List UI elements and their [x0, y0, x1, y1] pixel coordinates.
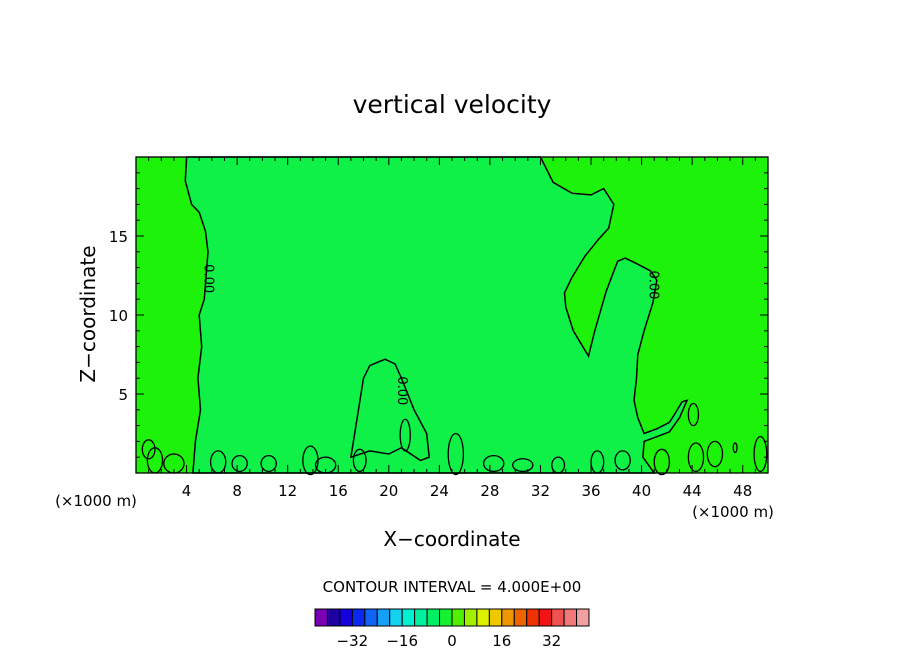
colorbar-swatch — [426, 608, 441, 627]
colorbar-swatch — [401, 608, 416, 627]
colorbar-tick-label: −16 — [386, 632, 418, 650]
positive-region-contour — [184, 156, 689, 474]
small-contour — [687, 402, 700, 427]
colorbar-swatch — [364, 608, 378, 627]
y-tick-label: 5 — [118, 386, 128, 404]
small-contour — [653, 448, 671, 476]
contour-label: 0.00 — [394, 376, 409, 405]
small-contour — [231, 454, 248, 473]
colorbar-swatch — [326, 608, 341, 627]
x-tick-label: 24 — [430, 482, 449, 500]
colorbar-swatch — [339, 608, 353, 627]
x-axis-label: X−coordinate — [383, 527, 520, 551]
x-tick-label: 44 — [683, 482, 702, 500]
small-contour — [260, 454, 277, 473]
colorbar-swatch — [513, 608, 528, 627]
x-tick-label: 48 — [733, 482, 752, 500]
x-tick-label: 36 — [581, 482, 600, 500]
colorbar-swatch — [439, 608, 453, 627]
small-contour — [732, 442, 738, 454]
colorbar-swatch — [451, 608, 465, 627]
colorbar-swatch — [476, 608, 490, 627]
colorbar: −32 −16 0 16 32 — [314, 608, 590, 650]
y-axis-label: Z−coordinate — [76, 245, 100, 382]
colorbar-swatch — [551, 608, 565, 627]
y-tick-label: 15 — [109, 228, 128, 246]
colorbar-swatch — [488, 608, 503, 627]
colorbar-swatch — [463, 608, 478, 627]
small-contour — [141, 439, 156, 460]
x-tick-label: 8 — [232, 482, 242, 500]
x-tick-label: 28 — [480, 482, 499, 500]
x-tick-label: 20 — [379, 482, 398, 500]
x-tick-label: 16 — [329, 482, 348, 500]
small-contour — [614, 450, 631, 471]
colorbar-swatch — [314, 608, 328, 627]
colorbar-tick-label: 16 — [492, 632, 511, 650]
colorbar-swatch — [351, 608, 366, 627]
colorbar-swatch — [389, 608, 403, 627]
small-contour — [753, 436, 768, 473]
colorbar-swatch — [414, 608, 428, 627]
x-tick-label: 40 — [632, 482, 651, 500]
colorbar-swatch — [526, 608, 540, 627]
small-contour — [706, 440, 724, 468]
contour-label: 0.00 — [645, 271, 660, 300]
bump-region-contour — [349, 358, 431, 462]
colorbar-tick-label: −32 — [337, 632, 369, 650]
chart-title: vertical velocity — [353, 90, 552, 119]
small-contour — [352, 448, 367, 473]
contour-label: 0.00 — [201, 264, 216, 293]
small-contour — [687, 442, 705, 473]
colorbar-swatch — [501, 608, 515, 627]
colorbar-tick-label: 32 — [542, 632, 561, 650]
colorbar-swatch — [376, 608, 391, 627]
colorbar-swatch — [576, 608, 590, 627]
x-tick-label: 4 — [182, 482, 192, 500]
x-tick-label: 12 — [278, 482, 297, 500]
small-contour — [482, 454, 505, 473]
small-contour — [512, 458, 534, 473]
x-tick-label: 32 — [531, 482, 550, 500]
colorbar-tick-label: 0 — [447, 632, 457, 650]
colorbar-swatch — [538, 608, 553, 627]
small-contour — [447, 432, 465, 476]
y-tick-label: 10 — [109, 307, 128, 325]
contour-interval-text: CONTOUR INTERVAL = 4.000E+00 — [323, 578, 582, 596]
x-unit-left: (×1000 m) — [55, 492, 137, 510]
x-unit-right: (×1000 m) — [692, 503, 774, 521]
small-contour — [399, 418, 411, 452]
colorbar-swatch — [563, 608, 578, 627]
